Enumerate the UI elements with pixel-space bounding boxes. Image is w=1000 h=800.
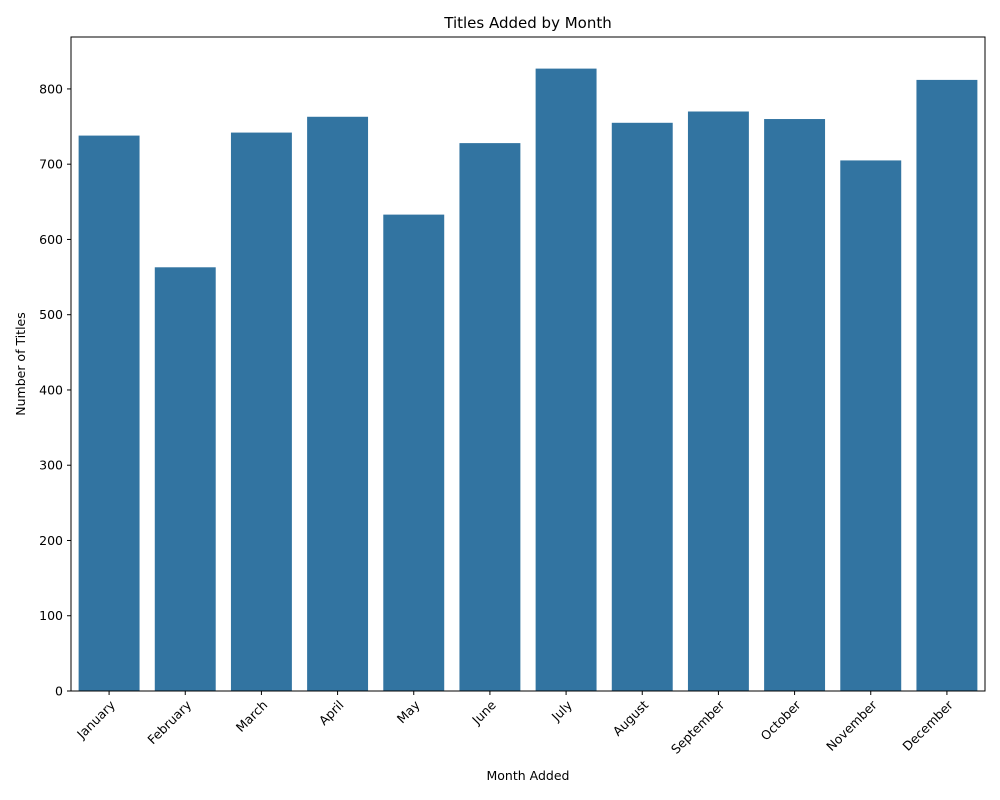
y-tick-label: 100 (39, 608, 63, 623)
x-tick-label: April (316, 697, 347, 728)
y-axis-title: Number of Titles (13, 312, 28, 416)
x-tick-label: January (73, 697, 118, 742)
y-tick-label: 600 (39, 232, 63, 247)
plot-frame (70, 36, 986, 692)
x-tick-label: May (394, 697, 423, 726)
x-tick-label: March (233, 697, 271, 735)
bar-march (230, 132, 292, 691)
x-tick-label: December (899, 697, 956, 754)
y-tick-label: 800 (39, 81, 63, 96)
y-tick-label: 0 (55, 684, 63, 699)
bar-february (154, 267, 216, 691)
bars-layer (78, 68, 978, 692)
bar-november (840, 160, 902, 691)
x-tick-label: August (610, 697, 652, 739)
bar-june (459, 143, 521, 691)
bar-july (535, 68, 597, 691)
bar-september (687, 111, 749, 691)
y-tick-label: 400 (39, 382, 63, 397)
x-tick-label: October (758, 697, 805, 744)
bar-may (383, 214, 445, 691)
x-tick-label: June (468, 697, 499, 728)
y-tick-label: 700 (39, 157, 63, 172)
x-tick-label: September (668, 697, 728, 757)
y-axis: 0 100 200 300 400 500 600 700 800 (39, 81, 71, 699)
bar-april (307, 116, 369, 691)
y-tick-label: 200 (39, 533, 63, 548)
x-tick-label: February (144, 697, 194, 747)
y-tick-label: 500 (39, 307, 63, 322)
x-axis-title: Month Added (487, 768, 570, 783)
y-tick-label: 300 (39, 458, 63, 473)
bar-january (78, 135, 140, 692)
bar-august (611, 122, 673, 691)
x-axis: January February March April May June July Augu… (73, 691, 956, 757)
chart-title: Titles Added by Month (443, 14, 611, 32)
bar-december (916, 79, 978, 691)
bar-october (764, 119, 826, 691)
x-tick-label: November (823, 697, 880, 754)
x-tick-label: July (548, 697, 576, 725)
